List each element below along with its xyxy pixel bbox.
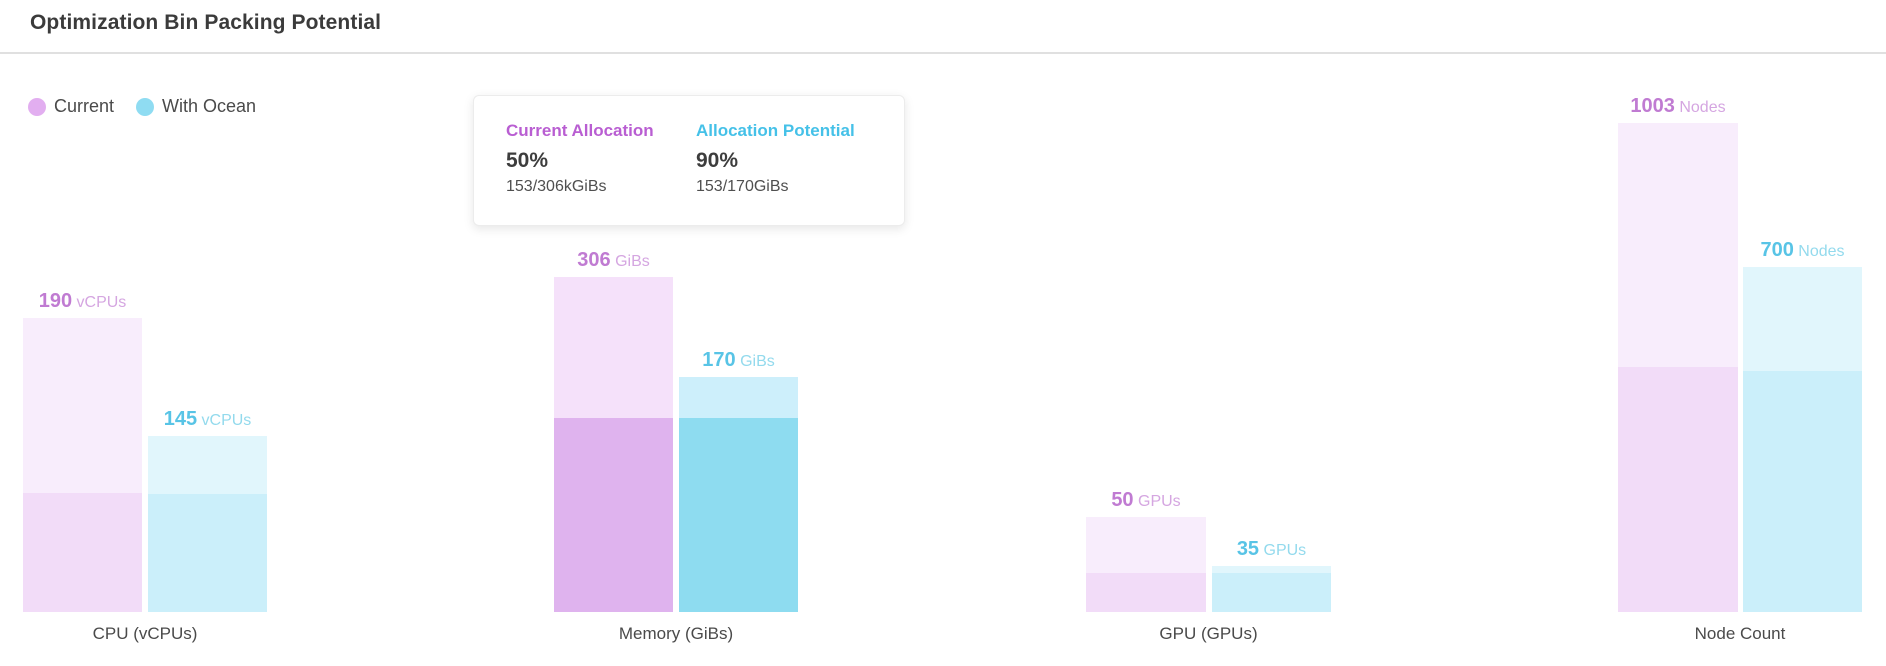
- value-unit: GPUs: [1259, 542, 1307, 559]
- value-unit: vCPUs: [72, 294, 127, 311]
- bar-segment-used: [1086, 573, 1206, 612]
- bar-ocean-node-count[interactable]: [1743, 267, 1862, 612]
- legend-swatch-current-icon: [28, 97, 46, 116]
- bar-current-gpu-gpus[interactable]: [1086, 517, 1206, 612]
- value-number: 190: [38, 290, 73, 312]
- header-divider: [0, 52, 1886, 54]
- value-number: 1003: [1630, 95, 1675, 117]
- value-number: 700: [1760, 239, 1794, 261]
- bar-ocean-memory-gibs[interactable]: [679, 377, 798, 612]
- bar-segment-used: [1743, 371, 1862, 612]
- card-header: Optimization Bin Packing Potential: [30, 11, 381, 35]
- bar-segment-free: [679, 377, 798, 418]
- bar-segment-used: [148, 494, 267, 612]
- value-label-current-gpu-gpus: 50 GPUs: [1111, 490, 1180, 510]
- category-label-gpu-gpus: GPU (GPUs): [1159, 624, 1258, 643]
- bar-segment-free: [1212, 566, 1331, 573]
- legend-item-current[interactable]: Current: [28, 96, 114, 117]
- tooltip-potential-title: Allocation Potential: [696, 121, 855, 140]
- bar-segment-used: [554, 418, 673, 612]
- value-number: 35: [1236, 538, 1260, 560]
- bar-segment-used: [1212, 573, 1331, 612]
- tooltip-current-percent: 50%: [506, 149, 549, 172]
- value-unit: GiBs: [735, 353, 775, 370]
- bar-segment-free: [1618, 123, 1738, 367]
- value-label-current-node-count: 1003 Nodes: [1630, 96, 1725, 116]
- bar-segment-free: [554, 277, 673, 418]
- bar-ocean-gpu-gpus[interactable]: [1212, 566, 1331, 612]
- bar-current-node-count[interactable]: [1618, 123, 1738, 612]
- category-label-node-count: Node Count: [1694, 624, 1786, 643]
- value-label-ocean-cpu-vcpus: 145 vCPUs: [164, 409, 252, 429]
- value-unit: Nodes: [1674, 99, 1726, 116]
- bar-segment-free: [1743, 267, 1862, 371]
- value-label-ocean-memory-gibs: 170 GiBs: [702, 350, 775, 370]
- legend-swatch-with-ocean-icon: [136, 97, 155, 116]
- bar-segment-used: [679, 418, 798, 612]
- bar-current-cpu-vcpus[interactable]: [23, 318, 142, 612]
- bar-segment-free: [1086, 517, 1206, 573]
- tooltip-current-detail: 153/306kGiBs: [506, 178, 607, 195]
- value-unit: vCPUs: [197, 412, 252, 429]
- value-number: 306: [577, 249, 611, 271]
- category-label-memory-gibs: Memory (GiBs): [618, 624, 734, 643]
- value-unit: GiBs: [610, 253, 650, 270]
- bar-segment-free: [148, 436, 267, 494]
- chart-tooltip: Current Allocation 50% 153/306kGiBs Allo…: [473, 95, 905, 226]
- tooltip-current-allocation: Current Allocation 50% 153/306kGiBs: [506, 121, 696, 225]
- legend-label-with-ocean: With Ocean: [162, 96, 257, 116]
- value-label-current-cpu-vcpus: 190 vCPUs: [39, 291, 127, 311]
- tooltip-current-title: Current Allocation: [506, 121, 654, 140]
- bar-current-memory-gibs[interactable]: [554, 277, 673, 612]
- tooltip-potential-detail: 153/170GiBs: [696, 178, 789, 195]
- value-label-ocean-gpu-gpus: 35 GPUs: [1237, 539, 1306, 559]
- tooltip-potential-percent: 90%: [696, 149, 739, 172]
- bar-segment-used: [1618, 367, 1738, 612]
- value-unit: Nodes: [1793, 243, 1845, 260]
- value-label-current-memory-gibs: 306 GiBs: [577, 250, 650, 270]
- tooltip-allocation-potential: Allocation Potential 90% 153/170GiBs: [696, 121, 855, 225]
- value-label-ocean-node-count: 700 Nodes: [1760, 240, 1844, 260]
- value-number: 170: [702, 349, 736, 371]
- value-unit: GPUs: [1133, 493, 1181, 510]
- bar-ocean-cpu-vcpus[interactable]: [148, 436, 267, 612]
- legend-item-with-ocean[interactable]: With Ocean: [136, 96, 256, 117]
- bar-segment-used: [23, 493, 142, 612]
- page-title: Optimization Bin Packing Potential: [30, 11, 382, 34]
- value-number: 145: [163, 408, 198, 430]
- bar-segment-free: [23, 318, 142, 493]
- chart-legend: Current With Ocean: [28, 96, 278, 117]
- value-number: 50: [1111, 489, 1134, 511]
- legend-label-current: Current: [54, 96, 115, 116]
- category-label-cpu-vcpus: CPU (vCPUs): [92, 624, 198, 643]
